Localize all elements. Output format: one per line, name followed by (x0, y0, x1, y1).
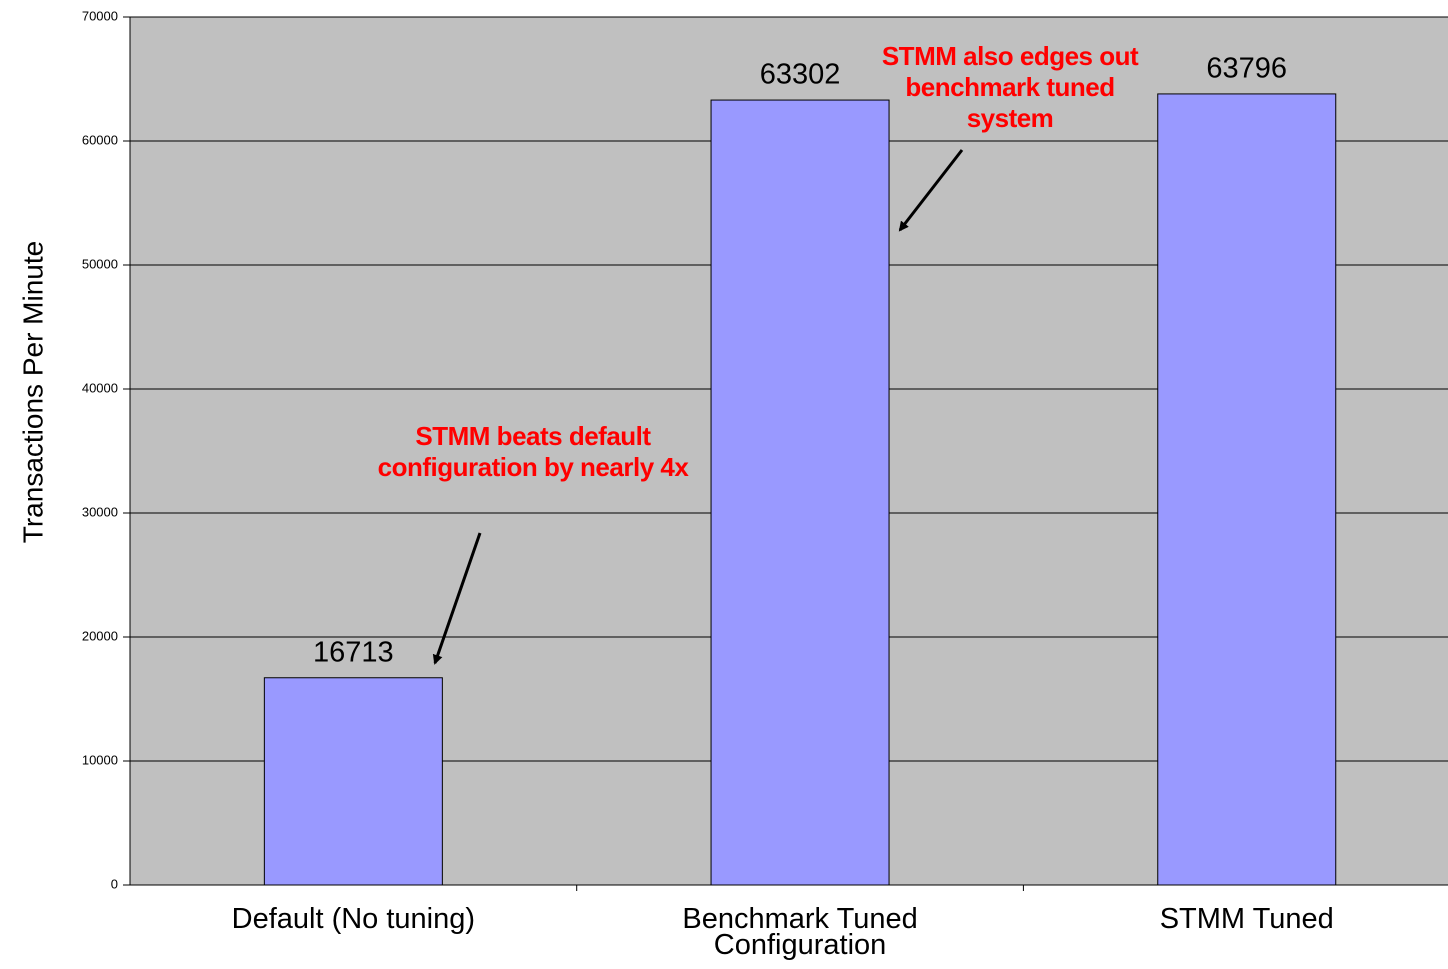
y-tick-label: 30000 (82, 504, 118, 519)
y-tick-label: 40000 (82, 380, 118, 395)
y-tick-label: 20000 (82, 628, 118, 643)
annotation: STMM beats default configuration by near… (377, 421, 689, 482)
bar (263, 677, 443, 886)
annotation: STMM also edges out benchmark tuned syst… (881, 41, 1139, 133)
y-tick-label: 50000 (82, 256, 118, 271)
bar (1157, 93, 1337, 886)
arrow (898, 149, 964, 232)
bar (710, 99, 890, 886)
value-label: 16713 (313, 636, 394, 668)
x-tick-label: Benchmark Tuned Configuration (682, 903, 918, 961)
x-tick-label: STMM Tuned (1159, 903, 1334, 935)
value-label: 63302 (760, 59, 841, 91)
arrow (432, 532, 482, 665)
y-tick-label: 10000 (82, 752, 118, 767)
y-axis-title: Transactions Per Minute (17, 241, 48, 543)
x-tick-label: Default (No tuning) (231, 903, 476, 935)
value-label: 63796 (1206, 53, 1287, 85)
y-tick-label: 60000 (82, 132, 118, 147)
y-tick-label: 0 (111, 876, 118, 891)
y-tick-label: 70000 (82, 8, 118, 23)
